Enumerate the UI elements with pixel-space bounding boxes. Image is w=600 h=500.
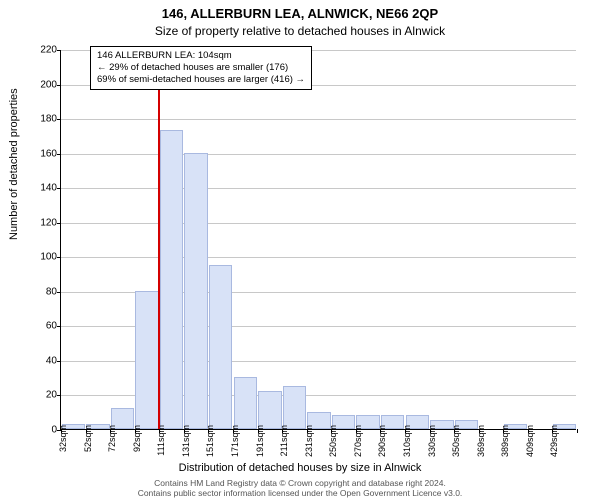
y-tick-label: 120 [23, 217, 57, 228]
x-tick-label: 350sqm [451, 425, 461, 457]
y-tick-mark [57, 326, 61, 327]
x-tick-label: 389sqm [500, 425, 510, 457]
x-tick-label: 131sqm [181, 425, 191, 457]
annotation-box: 146 ALLERBURN LEA: 104sqm← 29% of detach… [90, 46, 312, 90]
footer-line-2: Contains public sector information licen… [0, 488, 600, 498]
histogram-bar [160, 130, 183, 429]
x-tick-label: 171sqm [230, 425, 240, 457]
y-tick-label: 20 [23, 390, 57, 401]
x-axis-label: Distribution of detached houses by size … [0, 462, 600, 474]
histogram-bar [283, 386, 306, 429]
x-tick-label: 270sqm [353, 425, 363, 457]
x-tick-label: 32sqm [58, 425, 68, 452]
footer-line-1: Contains HM Land Registry data © Crown c… [0, 478, 600, 488]
x-tick-label: 211sqm [279, 425, 289, 456]
chart-plot-area: 02040608010012014016018020022032sqm52sqm… [60, 50, 576, 430]
annotation-line: ← 29% of detached houses are smaller (17… [97, 62, 305, 74]
gridline [61, 223, 576, 224]
y-tick-mark [57, 154, 61, 155]
x-tick-label: 310sqm [402, 425, 412, 457]
histogram-bar [234, 377, 257, 429]
y-tick-mark [57, 50, 61, 51]
x-tick-label: 191sqm [255, 425, 265, 457]
x-tick-label: 52sqm [83, 425, 93, 452]
annotation-line: 146 ALLERBURN LEA: 104sqm [97, 50, 305, 62]
x-tick-label: 369sqm [476, 425, 486, 457]
y-tick-mark [57, 395, 61, 396]
gridline [61, 257, 576, 258]
x-tick-label: 290sqm [377, 425, 387, 457]
chart-footer: Contains HM Land Registry data © Crown c… [0, 478, 600, 498]
annotation-line: 69% of semi-detached houses are larger (… [97, 74, 305, 86]
y-tick-mark [57, 119, 61, 120]
y-tick-label: 40 [23, 355, 57, 366]
x-tick-mark [577, 429, 578, 433]
y-tick-label: 0 [23, 425, 57, 436]
chart-title: 146, ALLERBURN LEA, ALNWICK, NE66 2QP [0, 6, 600, 21]
y-tick-mark [57, 85, 61, 86]
histogram-bar [209, 265, 232, 429]
y-tick-label: 180 [23, 114, 57, 125]
gridline [61, 188, 576, 189]
y-tick-label: 80 [23, 286, 57, 297]
y-tick-mark [57, 361, 61, 362]
y-tick-mark [57, 223, 61, 224]
y-tick-label: 140 [23, 183, 57, 194]
y-axis-label: Number of detached properties [8, 88, 20, 240]
x-tick-label: 92sqm [132, 425, 142, 452]
x-tick-label: 72sqm [107, 425, 117, 452]
y-tick-label: 100 [23, 252, 57, 263]
histogram-bar [258, 391, 281, 429]
chart-subtitle: Size of property relative to detached ho… [0, 24, 600, 38]
x-tick-label: 151sqm [205, 425, 215, 457]
histogram-bar [135, 291, 158, 429]
x-tick-label: 409sqm [525, 425, 535, 457]
y-tick-label: 220 [23, 45, 57, 56]
x-tick-label: 330sqm [427, 425, 437, 457]
y-tick-label: 160 [23, 148, 57, 159]
x-tick-label: 111sqm [156, 425, 166, 456]
y-tick-mark [57, 292, 61, 293]
y-tick-mark [57, 188, 61, 189]
x-tick-label: 250sqm [328, 425, 338, 457]
y-tick-mark [57, 257, 61, 258]
property-marker-line [158, 49, 160, 429]
x-tick-label: 429sqm [549, 425, 559, 457]
x-tick-label: 231sqm [304, 425, 314, 457]
y-tick-label: 60 [23, 321, 57, 332]
y-tick-label: 200 [23, 79, 57, 90]
gridline [61, 119, 576, 120]
gridline [61, 154, 576, 155]
histogram-bar [184, 153, 207, 429]
